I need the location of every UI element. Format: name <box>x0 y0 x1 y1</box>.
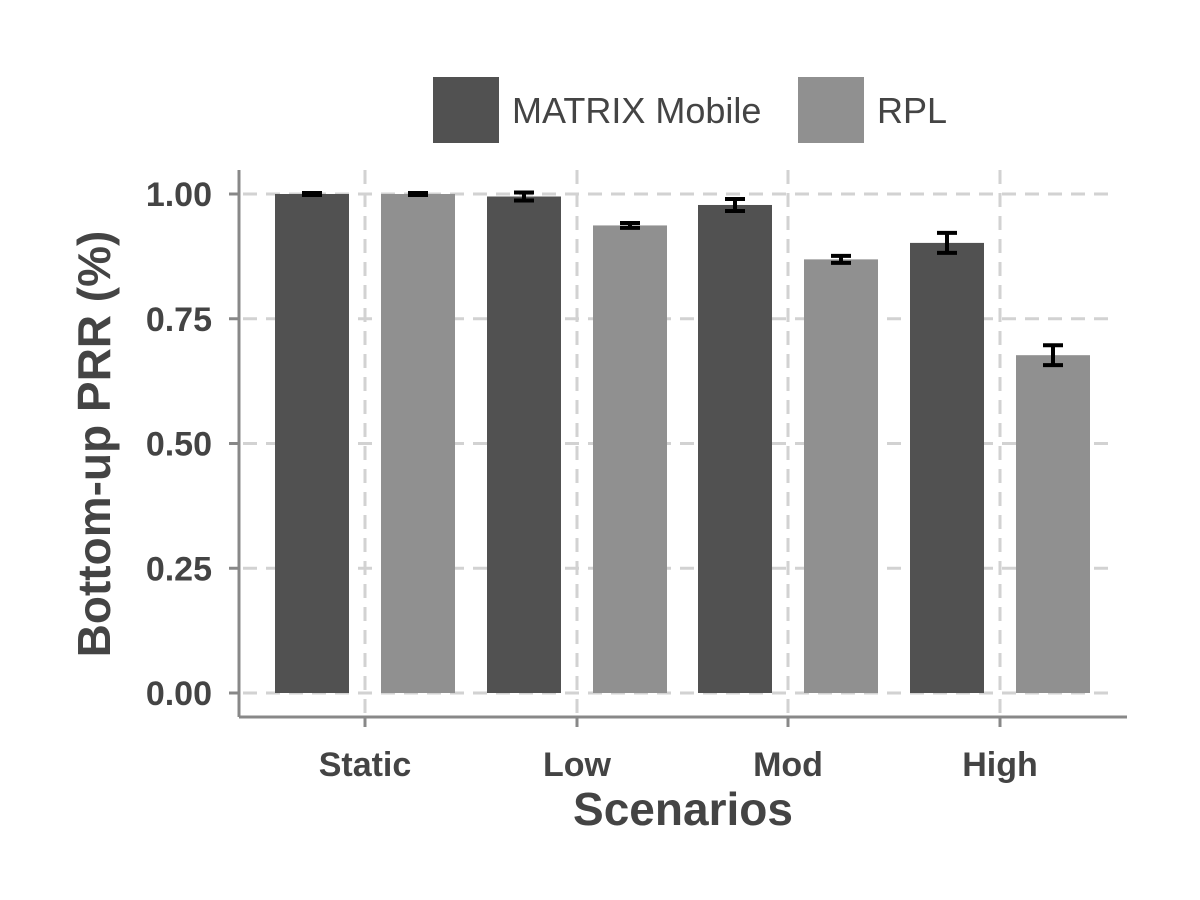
y-ticks: 0.00 0.25 0.50 0.75 1.00 <box>146 176 239 713</box>
bar <box>275 194 349 693</box>
error-bar <box>831 253 851 265</box>
x-ticks: Static Low Mod High <box>319 717 1038 784</box>
error-bar <box>302 191 322 197</box>
x-tick-label: Static <box>319 746 412 784</box>
y-tick-label: 0.50 <box>146 426 212 464</box>
legend-item: MATRIX Mobile <box>433 77 761 143</box>
y-tick-label: 1.00 <box>146 176 212 214</box>
x-tick-label: Low <box>543 746 612 784</box>
y-tick-label: 0.00 <box>146 675 212 713</box>
error-bar <box>514 190 534 203</box>
bar <box>593 225 667 693</box>
error-bar <box>937 230 957 255</box>
legend: MATRIX Mobile RPL <box>433 77 947 143</box>
bar <box>1016 355 1090 693</box>
bar <box>910 242 984 694</box>
legend-item: RPL <box>798 77 947 143</box>
y-tick-label: 0.75 <box>146 301 212 339</box>
error-bar <box>408 191 428 197</box>
error-bars <box>302 190 1063 368</box>
legend-label: RPL <box>877 90 947 131</box>
bar <box>698 204 772 693</box>
legend-swatch <box>798 77 864 143</box>
x-axis-title: Scenarios <box>573 783 793 835</box>
y-axis-title: Bottom-up PRR (%) <box>68 231 120 658</box>
y-tick-label: 0.25 <box>146 550 212 588</box>
bar <box>381 194 455 693</box>
error-bar <box>725 196 745 213</box>
legend-swatch <box>433 77 499 143</box>
x-tick-label: Mod <box>753 746 823 784</box>
x-tick-label: High <box>962 746 1038 784</box>
bar <box>804 259 878 693</box>
error-bar <box>1043 343 1063 368</box>
bar <box>487 196 561 693</box>
legend-label: MATRIX Mobile <box>512 90 761 131</box>
bars <box>275 194 1090 694</box>
error-bar <box>620 220 640 230</box>
